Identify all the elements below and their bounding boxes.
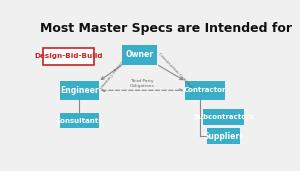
Text: Subcontractors: Subcontractors bbox=[193, 114, 254, 120]
Text: Engineer: Engineer bbox=[60, 86, 99, 95]
FancyBboxPatch shape bbox=[43, 48, 94, 65]
Text: Contractor: Contractor bbox=[184, 87, 226, 93]
Text: Construction Contract: Construction Contract bbox=[157, 52, 193, 89]
Text: Design Contract: Design Contract bbox=[97, 59, 123, 88]
Text: Most Master Specs are Intended for: Most Master Specs are Intended for bbox=[40, 22, 292, 35]
FancyBboxPatch shape bbox=[207, 128, 240, 144]
Text: Design-Bid-Build: Design-Bid-Build bbox=[34, 53, 103, 59]
FancyBboxPatch shape bbox=[60, 81, 99, 100]
FancyBboxPatch shape bbox=[202, 109, 244, 124]
Text: Third Party
Obligations: Third Party Obligations bbox=[130, 79, 154, 88]
FancyBboxPatch shape bbox=[185, 81, 225, 100]
Text: Owner: Owner bbox=[126, 50, 154, 59]
FancyBboxPatch shape bbox=[122, 45, 157, 65]
FancyBboxPatch shape bbox=[60, 113, 99, 128]
Text: Consultants: Consultants bbox=[56, 118, 103, 124]
Text: Suppliers: Suppliers bbox=[203, 132, 244, 141]
